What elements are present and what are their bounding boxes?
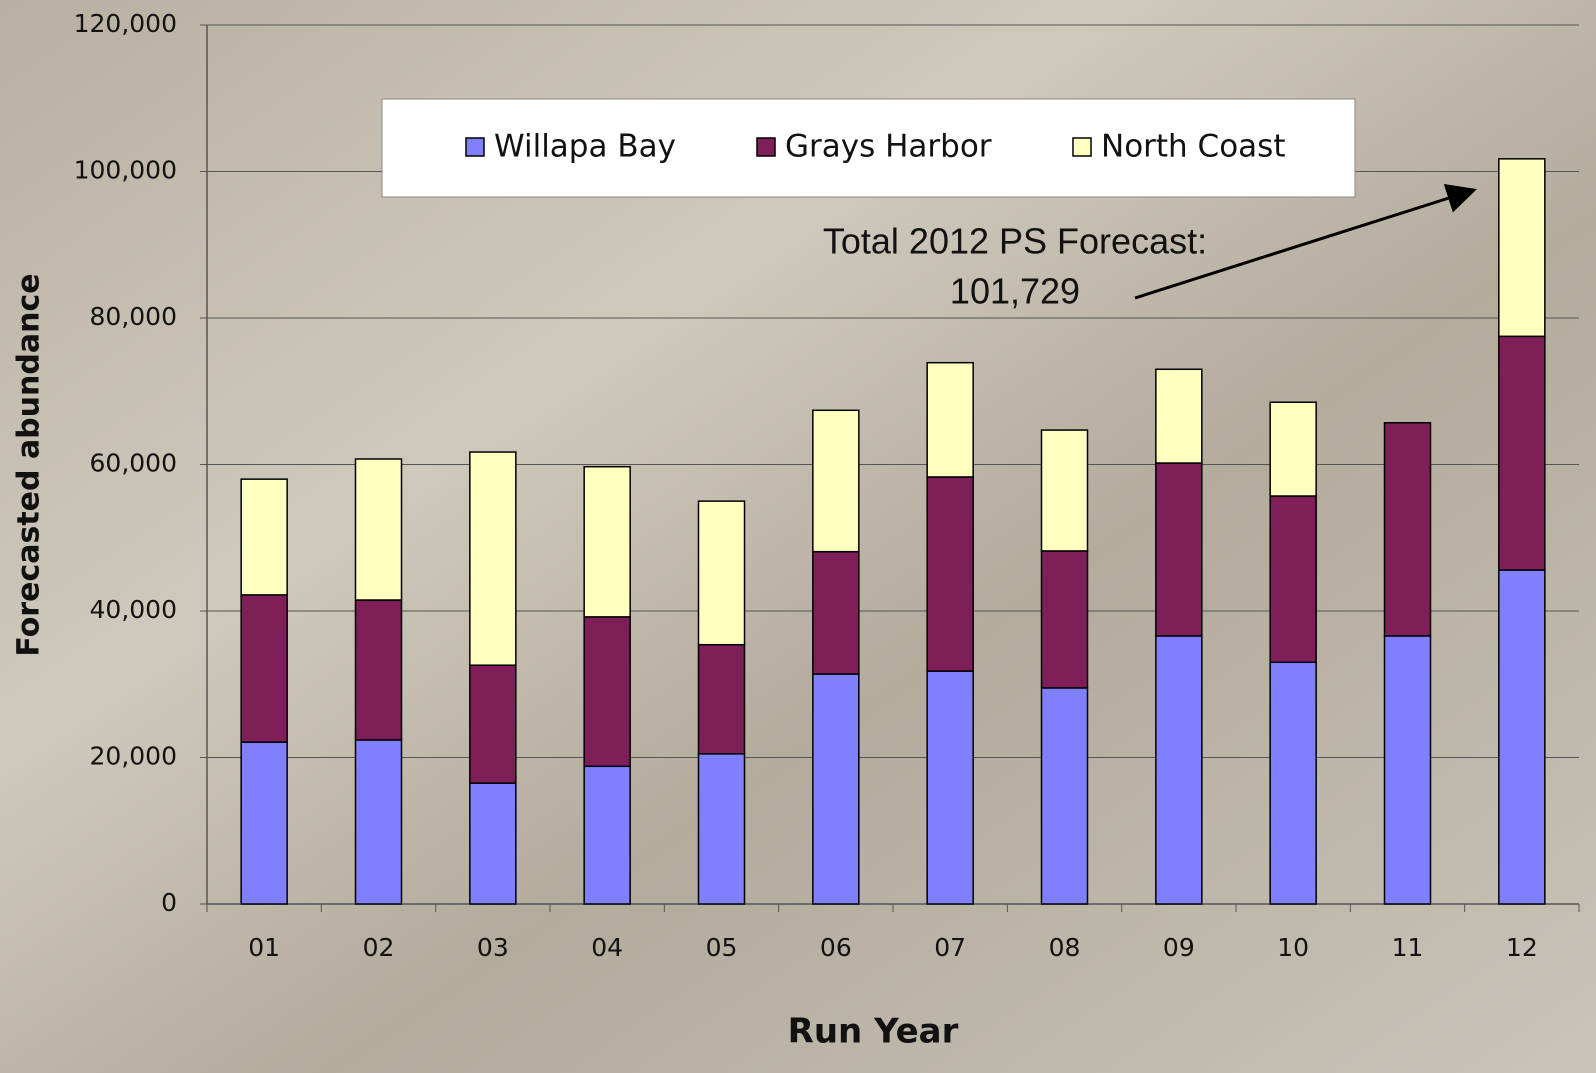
x-tick-label: 07 [934, 933, 966, 962]
x-tick-label: 10 [1277, 933, 1309, 962]
x-tick-label: 02 [363, 933, 395, 962]
bar-segment [1042, 688, 1088, 904]
bar-segment [1156, 463, 1202, 636]
y-tick-label: 80,000 [90, 302, 177, 331]
x-tick-label: 08 [1049, 933, 1081, 962]
bar-segment [813, 410, 859, 551]
bar-segment [699, 645, 745, 754]
x-tick-label: 04 [591, 933, 623, 962]
y-tick-label: 100,000 [74, 156, 177, 185]
bar-segment [699, 754, 745, 904]
bar-segment [699, 501, 745, 645]
annotation: 101,729 [950, 271, 1080, 312]
bar-segment [356, 740, 402, 904]
bar-segment [927, 671, 973, 904]
bar-segment [241, 742, 287, 904]
bar-segment [1270, 402, 1316, 496]
bar-segment [1385, 636, 1431, 904]
bar-segment [1042, 551, 1088, 688]
x-axis-label: Run Year [788, 1012, 959, 1052]
bar-segment [1270, 662, 1316, 904]
x-tick-label: 11 [1392, 933, 1424, 962]
legend-label: Willapa Bay [494, 129, 676, 165]
chart: 0 20,000 40,000 60,000 80,000 100,000 120,000 0… [0, 0, 1596, 1073]
bar-segment [584, 467, 630, 617]
bar-segment [927, 363, 973, 477]
legend-swatch [1073, 138, 1091, 156]
bar-segment [1156, 636, 1202, 904]
bar-segment [356, 459, 402, 600]
y-tick-label: 0 [161, 888, 177, 917]
y-tick-label: 40,000 [90, 595, 177, 624]
x-tick-label: 03 [477, 933, 509, 962]
x-tick-label: 09 [1163, 933, 1195, 962]
y-tick-label: 60,000 [90, 449, 177, 478]
annotation: Total 2012 PS Forecast: [823, 221, 1207, 262]
y-axis-label: Forecasted abundance [12, 273, 47, 656]
bar-segment [813, 674, 859, 904]
bar-segment [1270, 496, 1316, 662]
bar-segment [241, 479, 287, 595]
bar-segment [241, 595, 287, 742]
x-tick-label: 05 [706, 933, 738, 962]
legend-label: North Coast [1101, 129, 1285, 165]
bar-segment [1385, 423, 1431, 636]
bar-segment [1499, 570, 1545, 904]
bar-segment [584, 766, 630, 904]
x-tick-label: 01 [248, 933, 280, 962]
bar-segment [927, 477, 973, 671]
page: {"chart_data": {"type": "stacked_bar", "… [0, 0, 1596, 1073]
bar-segment [470, 783, 516, 904]
bar-segment [356, 600, 402, 740]
bar-segment [813, 552, 859, 674]
bar-segment [1499, 159, 1545, 336]
bar-segment [1042, 430, 1088, 551]
y-tick-label: 20,000 [90, 742, 177, 771]
bar-segment [470, 665, 516, 783]
bar-segment [584, 617, 630, 766]
legend-label: Grays Harbor [785, 129, 992, 165]
bar-segment [1499, 336, 1545, 570]
x-tick-label: 06 [820, 933, 852, 962]
legend-swatch [757, 138, 775, 156]
bar-segment [1156, 369, 1202, 463]
y-tick-label: 120,000 [74, 9, 177, 38]
bar-segment [470, 452, 516, 665]
legend-swatch [466, 138, 484, 156]
x-tick-label: 12 [1506, 933, 1538, 962]
